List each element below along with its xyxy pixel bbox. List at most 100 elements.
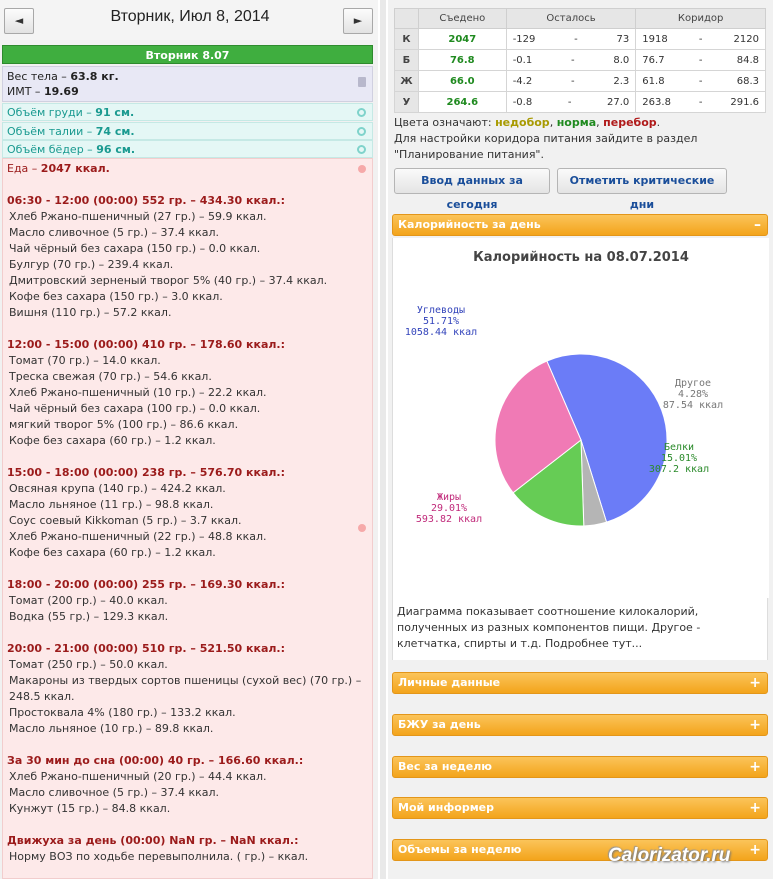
- column-header: Коридор: [635, 8, 766, 29]
- calorie-section-header[interactable]: Калорийность за день –: [392, 214, 768, 236]
- meal-item[interactable]: Чай чёрный без сахара (150 гр.) – 0.0 кк…: [9, 242, 261, 255]
- meal-item[interactable]: Овсяная крупа (140 гр.) – 424.2 ккал.: [9, 482, 226, 495]
- date-title: Вторник, Июл 8, 2014: [110, 8, 270, 25]
- meal-block: 15:00 - 18:00 (00:00) 238 гр. – 576.70 к…: [7, 465, 368, 561]
- hips-label: Объём бёдер –: [7, 143, 97, 156]
- meal-item[interactable]: Томат (250 гр.) – 50.0 ккал.: [9, 658, 168, 671]
- apple-icon[interactable]: [358, 524, 366, 532]
- legend-line: Цвета означают: недобор, норма, перебор.: [394, 115, 766, 131]
- meal-item[interactable]: Чай чёрный без сахара (100 гр.) – 0.0 кк…: [9, 402, 261, 415]
- meal-item[interactable]: Масло льняное (10 гр.) – 89.8 ккал.: [9, 722, 214, 735]
- weight-box[interactable]: Вес тела – 63.8 кг. ИМТ – 19.69: [2, 66, 373, 102]
- range-to: 8.0: [613, 54, 630, 66]
- meal-item[interactable]: Вишня (110 гр.) – 57.2 ккал.: [9, 306, 172, 319]
- meal-title[interactable]: Движуха за день (00:00) NaN гр. – NaN кк…: [7, 834, 299, 847]
- legend-over: перебор: [603, 116, 657, 129]
- range-from: -0.8: [512, 96, 533, 108]
- expand-icon[interactable]: +: [749, 717, 761, 733]
- expand-icon[interactable]: +: [749, 800, 761, 816]
- meal-item[interactable]: Соус соевый Kikkoman (5 гр.) – 3.7 ккал.: [9, 514, 242, 527]
- meal-item[interactable]: Кофе без сахара (60 гр.) – 1.2 ккал.: [9, 546, 216, 559]
- next-day-button[interactable]: ►: [343, 8, 373, 34]
- weight-value: 63.8 кг.: [70, 70, 119, 83]
- meal-block: Движуха за день (00:00) NaN гр. – NaN кк…: [7, 833, 368, 865]
- meal-item[interactable]: Кофе без сахара (60 гр.) – 1.2 ккал.: [9, 434, 216, 447]
- row-label: Б: [394, 49, 419, 71]
- mark-critical-days-button[interactable]: Отметить критические дни: [557, 168, 727, 211]
- section-header-weight[interactable]: Вес за неделю +: [392, 756, 768, 778]
- hips-row[interactable]: Объём бёдер – 96 см.: [2, 140, 373, 158]
- meal-item[interactable]: Томат (200 гр.) – 40.0 ккал.: [9, 594, 168, 607]
- legend-sep: ,: [596, 116, 604, 129]
- meal-item[interactable]: Водка (55 гр.) – 129.3 ккал.: [9, 610, 169, 623]
- meal-item[interactable]: Булгур (70 гр.) – 239.4 ккал.: [9, 258, 174, 271]
- meal-item[interactable]: Норму ВОЗ по ходьбе перевыполнила. ( гр.…: [9, 850, 309, 863]
- legend-sep: ,: [549, 116, 557, 129]
- column-header: Съедено: [417, 8, 507, 29]
- weight-row: Вес тела – 63.8 кг.: [7, 69, 368, 84]
- meal-item[interactable]: Кофе без сахара (150 гр.) – 3.0 ккал.: [9, 290, 223, 303]
- meal-block: 20:00 - 21:00 (00:00) 510 гр. – 521.50 к…: [7, 641, 368, 737]
- day-bar[interactable]: Вторник 8.07: [2, 45, 373, 64]
- trash-icon[interactable]: [358, 77, 366, 87]
- meal-title[interactable]: 15:00 - 18:00 (00:00) 238 гр. – 576.70 к…: [7, 466, 285, 479]
- range-dash: -: [698, 54, 703, 66]
- meal-item[interactable]: Простоквала 4% (180 гр.) – 133.2 ккал.: [9, 706, 236, 719]
- section-header-volumes[interactable]: Объемы за неделю +: [392, 839, 768, 861]
- nutrition-table: Съедено Осталось Коридор К 2047 -129 - 73 …: [394, 8, 766, 113]
- watermark-logo: Calorizator.ru: [608, 845, 731, 866]
- section-header-bju[interactable]: БЖУ за день +: [392, 714, 768, 736]
- meal-item[interactable]: Дмитровский зерненый творог 5% (40 гр.) …: [9, 274, 328, 287]
- meal-item[interactable]: Хлеб Ржано-пшеничный (10 гр.) – 22.2 кка…: [9, 386, 267, 399]
- chest-row[interactable]: Объём груди – 91 см.: [2, 103, 373, 121]
- meal-block: 12:00 - 15:00 (00:00) 410 гр. – 178.60 к…: [7, 337, 368, 449]
- meal-item[interactable]: Макароны из твердых сортов пшеницы (сухо…: [9, 674, 362, 703]
- eaten-value: 66.0: [417, 70, 507, 92]
- range-dash: -: [698, 33, 703, 45]
- range-dash: -: [571, 54, 575, 66]
- pie-slice-0[interactable]: [546, 353, 668, 523]
- apple-icon[interactable]: [358, 165, 366, 173]
- pie-slice-2[interactable]: [512, 439, 585, 527]
- expand-icon[interactable]: +: [749, 759, 761, 775]
- meal-item[interactable]: Хлеб Ржано-пшеничный (22 гр.) – 48.8 кка…: [9, 530, 267, 543]
- food-total[interactable]: Еда – 2047 ккал.: [7, 161, 368, 177]
- section-header-personal[interactable]: Личные данные +: [392, 672, 768, 694]
- waist-row[interactable]: Объём талии – 74 см.: [2, 122, 373, 140]
- meal-title[interactable]: 06:30 - 12:00 (00:00) 552 гр. – 434.30 к…: [7, 194, 285, 207]
- slice-label-kcal-label: 87.54 ккал: [663, 400, 723, 411]
- measure-icon[interactable]: [357, 127, 366, 136]
- collapse-icon[interactable]: –: [754, 217, 761, 233]
- range-to: 291.6: [730, 96, 759, 108]
- measure-icon[interactable]: [357, 108, 366, 117]
- meal-title[interactable]: За 30 мин до сна (00:00) 40 гр. – 166.60…: [7, 754, 304, 767]
- range-to: 73: [616, 33, 630, 45]
- corridor-range: 76.7 - 84.8: [635, 49, 766, 71]
- meal-item[interactable]: мягкий творог 5% (100 гр.) – 86.6 ккал.: [9, 418, 239, 431]
- meal-item[interactable]: Масло сливочное (5 гр.) – 37.4 ккал.: [9, 226, 220, 239]
- expand-icon[interactable]: +: [749, 842, 761, 858]
- prev-day-button[interactable]: ◄: [4, 8, 34, 34]
- meal-item[interactable]: Кунжут (15 гр.) – 84.8 ккал.: [9, 802, 171, 815]
- meal-item[interactable]: Масло сливочное (5 гр.) – 37.4 ккал.: [9, 786, 220, 799]
- section-header-informer[interactable]: Мой информер +: [392, 797, 768, 819]
- stats-column: Съедено Осталось Коридор К 2047 -129 - 73 …: [388, 0, 773, 879]
- enter-today-button[interactable]: Ввод данных за сегодня: [394, 168, 550, 211]
- chart-title: Калорийность на 08.07.2014: [473, 250, 689, 265]
- meal-item[interactable]: Масло льняное (11 гр.) – 98.8 ккал.: [9, 498, 214, 511]
- meal-item[interactable]: Треска свежая (70 гр.) – 54.6 ккал.: [9, 370, 212, 383]
- measure-icon[interactable]: [357, 145, 366, 154]
- bmi-row: ИМТ – 19.69: [7, 84, 368, 99]
- meal-title[interactable]: 20:00 - 21:00 (00:00) 510 гр. – 521.50 к…: [7, 642, 285, 655]
- meal-title[interactable]: 18:00 - 20:00 (00:00) 255 гр. – 169.30 к…: [7, 578, 285, 591]
- meal-item[interactable]: Хлеб Ржано-пшеничный (20 гр.) – 44.4 кка…: [9, 770, 267, 783]
- range-to: 2.3: [613, 75, 630, 87]
- remaining-range: -0.8 - 27.0: [505, 91, 637, 113]
- meal-title[interactable]: 12:00 - 15:00 (00:00) 410 гр. – 178.60 к…: [7, 338, 285, 351]
- meal-item[interactable]: Томат (70 гр.) – 14.0 ккал.: [9, 354, 161, 367]
- pie-slice-3[interactable]: [494, 360, 582, 494]
- column-header: [394, 8, 419, 29]
- expand-icon[interactable]: +: [749, 675, 761, 691]
- meal-item[interactable]: Хлеб Ржано-пшеничный (27 гр.) – 59.9 кка…: [9, 210, 267, 223]
- range-from: -129: [512, 33, 536, 45]
